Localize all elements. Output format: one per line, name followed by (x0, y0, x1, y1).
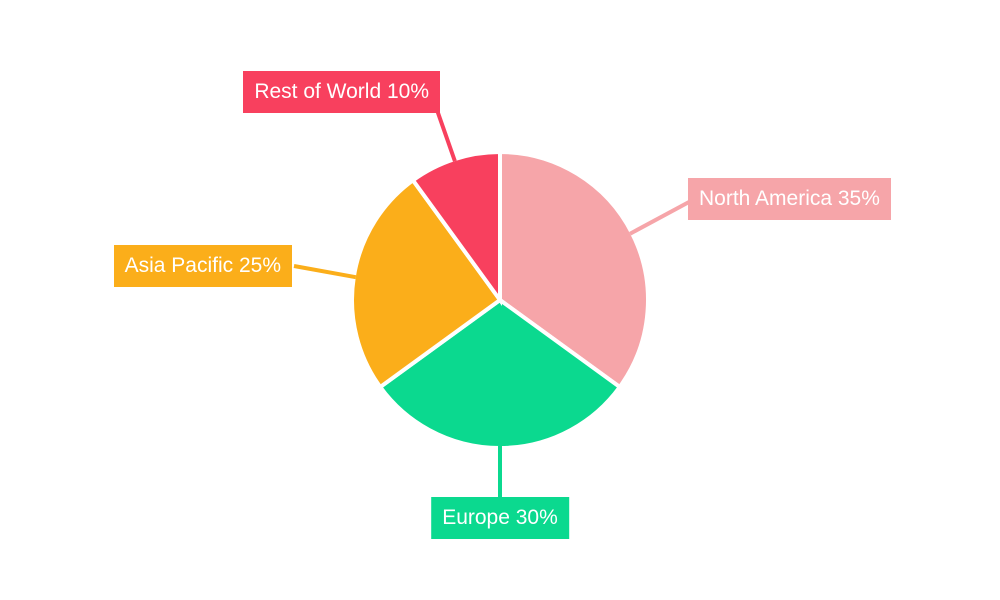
pie-slices (350, 149, 650, 450)
leader-line-rest-of-world (435, 109, 457, 162)
leader-line-asia-pacific (293, 264, 357, 280)
leader-line-north-america (629, 200, 690, 236)
callout-label-europe: Europe 30% (431, 497, 569, 539)
leader-lines (293, 109, 690, 505)
callout-label-rest-of-world: Rest of World 10% (243, 71, 440, 113)
callout-label-north-america: North America 35% (688, 178, 891, 220)
callout-label-asia-pacific: Asia Pacific 25% (113, 245, 292, 287)
